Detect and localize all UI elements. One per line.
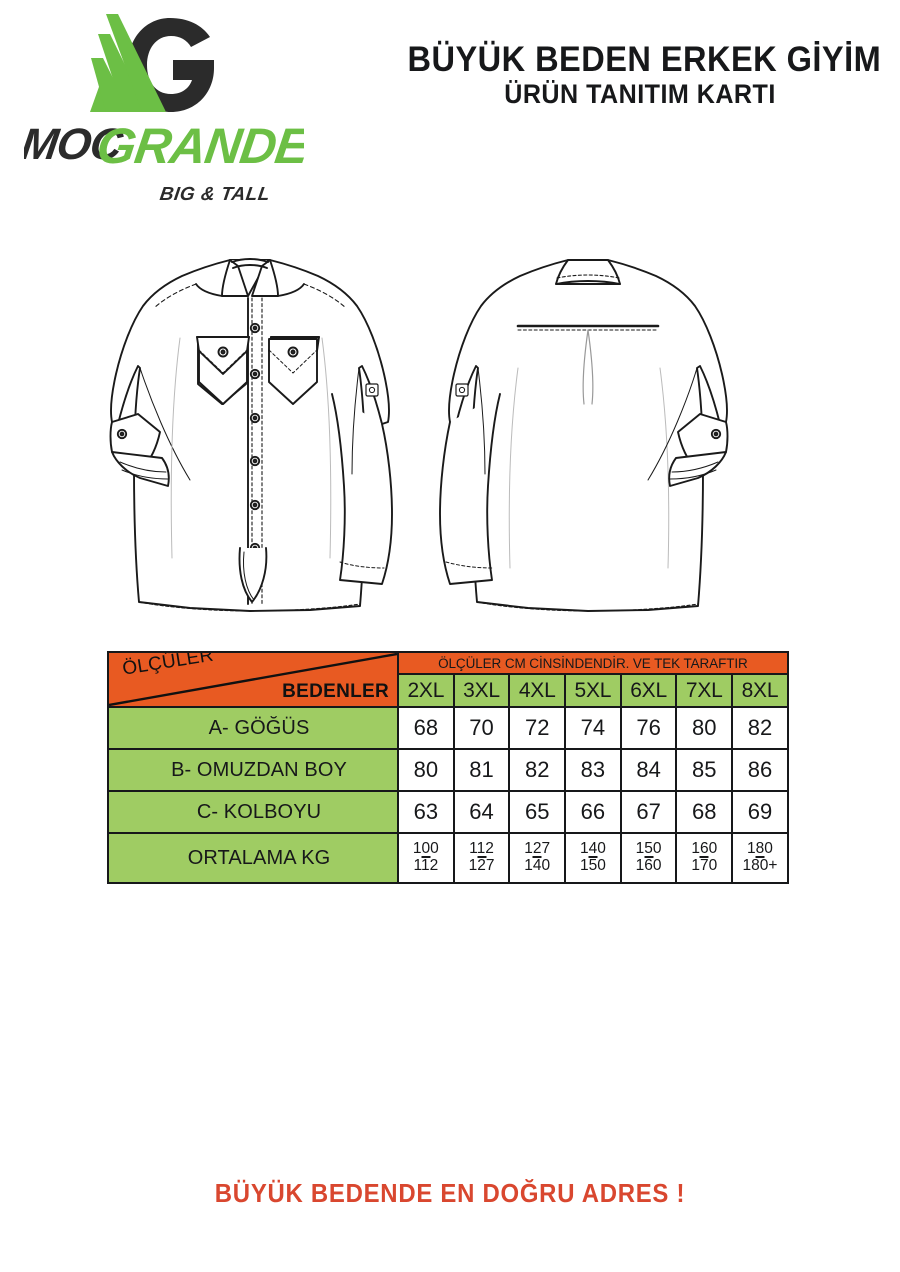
table-header-row-sizes: 2XL 3XL 4XL 5XL 6XL 7XL 8XL — [108, 673, 789, 708]
page-subtitle: ÜRÜN TANITIM KARTI — [504, 79, 776, 109]
table-corner-cell: ÖLÇÜLER BEDENLER — [107, 651, 399, 708]
table-row: A- GÖĞÜS 68 70 72 74 76 80 82 — [107, 706, 789, 750]
sleeve-tab-icon — [365, 383, 379, 397]
cell-weight-7xl: 160 170 — [675, 832, 734, 884]
brand-logo: MOC GRANDE BIG & TALL — [18, 8, 308, 208]
cell-sleeve-5xl: 66 — [564, 790, 622, 834]
shirt-front-sleeves — [109, 367, 393, 585]
page-footer: BÜYÜK BEDENDE EN DOĞRU ADRES ! — [0, 1178, 900, 1209]
cell-chest-2xl: 68 — [397, 706, 455, 750]
size-header-2xl: 2XL — [397, 673, 455, 708]
cell-sleeve-3xl: 64 — [452, 790, 511, 834]
cell-weight-4xl: 127 140 — [508, 832, 567, 884]
svg-text:GRANDE: GRANDE — [93, 118, 304, 173]
page-header: MOC GRANDE BIG & TALL BÜYÜK BEDEN ERKEK … — [0, 0, 900, 215]
cell-weight-3xl: 112 127 — [452, 832, 511, 884]
cell-chest-7xl: 80 — [675, 706, 734, 750]
corner-rows-title: ÖLÇÜLER — [121, 652, 216, 680]
logo-mark-icon — [90, 14, 214, 112]
row-label-sleeve: C- KOLBOYU — [107, 790, 399, 834]
cell-sleeve-7xl: 68 — [675, 790, 734, 834]
shirt-buttons — [249, 322, 261, 554]
svg-text:BIG & TALL: BIG & TALL — [158, 184, 271, 205]
size-header-4xl: 4XL — [508, 673, 567, 708]
size-header-6xl: 6XL — [619, 673, 678, 708]
size-table-container: ÖLÇÜLER BEDENLER ÖLÇÜLER CM CİNSİNDENDİR… — [107, 651, 789, 884]
cell-length-8xl: 86 — [731, 748, 789, 792]
table-row: C- KOLBOYU 63 64 65 66 67 68 69 — [107, 790, 789, 834]
cell-weight-8xl: 180 180+ — [731, 832, 789, 884]
table-units-banner: ÖLÇÜLER CM CİNSİNDENDİR. VE TEK TARAFTIR — [397, 651, 789, 675]
cell-chest-8xl: 82 — [731, 706, 789, 750]
shirt-back-icon — [448, 259, 728, 612]
size-table: ÖLÇÜLER BEDENLER ÖLÇÜLER CM CİNSİNDENDİR… — [107, 651, 789, 884]
sleeve-tab-icon — [455, 383, 469, 397]
cell-length-6xl: 84 — [619, 748, 678, 792]
row-label-chest: A- GÖĞÜS — [107, 706, 399, 750]
cell-weight-6xl: 150 160 — [619, 832, 678, 884]
cell-length-2xl: 80 — [397, 748, 455, 792]
size-header-3xl: 3XL — [452, 673, 511, 708]
table-row: B- OMUZDAN BOY 80 81 82 83 84 85 86 — [107, 748, 789, 792]
page-title: BÜYÜK BEDEN ERKEK GİYİM — [407, 40, 882, 79]
corner-cols-title: BEDENLER — [282, 681, 389, 702]
shirt-front-hem — [138, 547, 361, 612]
cell-sleeve-2xl: 63 — [397, 790, 455, 834]
cell-sleeve-6xl: 67 — [619, 790, 678, 834]
cell-chest-3xl: 70 — [452, 706, 511, 750]
cell-chest-6xl: 76 — [619, 706, 678, 750]
logo-wordmark-icon: MOC GRANDE — [24, 118, 304, 173]
cell-length-3xl: 81 — [452, 748, 511, 792]
cell-length-4xl: 82 — [508, 748, 567, 792]
cell-chest-5xl: 74 — [564, 706, 622, 750]
logo-tagline-icon: BIG & TALL — [158, 184, 271, 205]
header-title-block: BÜYÜK BEDEN ERKEK GİYİM ÜRÜN TANITIM KAR… — [390, 42, 890, 108]
svg-text:MOC: MOC — [24, 120, 127, 169]
table-row: ORTALAMA KG 100 112 112 127 127 140 140 … — [107, 832, 789, 884]
cell-weight-5xl: 140 150 — [564, 832, 622, 884]
footer-slogan: BÜYÜK BEDENDE EN DOĞRU ADRES ! — [214, 1178, 686, 1208]
size-header-8xl: 8XL — [731, 673, 789, 708]
size-header-5xl: 5XL — [564, 673, 622, 708]
shirt-drawings-svg — [109, 258, 729, 612]
shirt-front-pockets — [196, 336, 320, 405]
cell-sleeve-4xl: 65 — [508, 790, 567, 834]
cell-length-7xl: 85 — [675, 748, 734, 792]
product-illustration — [0, 218, 900, 630]
cell-weight-2xl: 100 112 — [397, 832, 455, 884]
cell-chest-4xl: 72 — [508, 706, 567, 750]
cell-length-5xl: 83 — [564, 748, 622, 792]
row-label-average-weight: ORTALAMA KG — [107, 832, 399, 884]
table-header-row-banner: ÖLÇÜLER BEDENLER ÖLÇÜLER CM CİNSİNDENDİR… — [107, 651, 789, 708]
shirt-back-sleeves — [439, 367, 729, 585]
cell-sleeve-8xl: 69 — [731, 790, 789, 834]
row-label-shoulder-length: B- OMUZDAN BOY — [107, 748, 399, 792]
size-header-7xl: 7XL — [675, 673, 734, 708]
